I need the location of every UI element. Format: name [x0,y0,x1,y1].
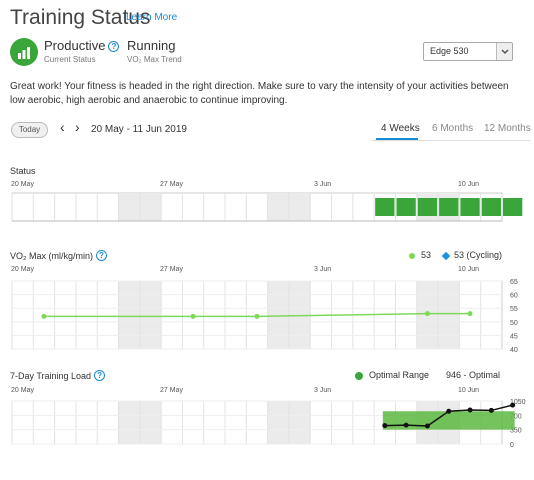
date-label: 20 May [11,387,34,394]
tab-4-weeks[interactable]: 4 Weeks [381,123,420,134]
date-label: 27 May [160,387,183,394]
status-subtitle: Current Status [44,55,96,64]
load-y-tick-label: 350 [510,428,522,435]
vo2-running-point [190,313,196,319]
load-chart-weekend-band [118,401,140,444]
date-label: 3 Jun [314,387,332,394]
vo2-chart-weekend-band [438,281,460,349]
legend-running-value: 53 [421,250,432,260]
status-chart-weekend-band [139,193,162,221]
status-bar [396,198,416,216]
tab-12-months[interactable]: 12 Months [484,123,531,134]
legend-cycling: 53 (Cycling) [441,250,503,260]
status-chart-label: Status [10,166,36,176]
trend-subtitle: VO₂ Max Trend [127,55,182,64]
vo2-running-point [424,311,430,317]
status-chart-weekend-band [267,193,289,221]
legend-cycling-value: 53 (Cycling) [454,250,503,260]
status-bar [439,198,459,216]
date-label: 3 Jun [314,181,332,188]
load-point [446,408,452,414]
learn-more-link[interactable]: Learn More [126,12,178,23]
vo2-chart-label: VO₂ Max (ml/kg/min)? [10,250,107,261]
status-bar [481,198,501,216]
chevron-down-icon-graphic [501,49,509,55]
help-icon[interactable]: ? [108,41,120,52]
chevron-left-icon[interactable]: ‹ [60,119,65,135]
legend-running: 53 [409,250,431,260]
load-point [510,402,516,408]
load-point [403,422,409,428]
vo2-y-tick-label: 55 [510,306,518,313]
legend-optimal-range: Optimal Range [355,370,429,380]
optimal-range-legend-dot-icon [355,371,363,380]
productive-bars-icon [10,38,38,66]
vo2-chart-weekend-band [118,281,140,349]
load-point [467,407,473,413]
running-legend-dot-icon [409,252,415,259]
tab-6-months[interactable]: 6 Months [432,123,474,134]
load-point [424,423,430,429]
load-chart-weekend-band [267,401,289,444]
vo2-y-tick-label: 40 [510,347,518,354]
date-label: 10 Jun [458,181,480,188]
status-bar [460,198,480,216]
status-bar [503,198,523,216]
load-y-tick-label: 1050 [510,399,526,406]
help-icon[interactable]: ? [96,250,107,261]
legend-optimal-range-label: Optimal Range [369,370,430,380]
legend-load-value: 946 - Optimal [446,370,501,380]
date-label: 3 Jun [314,266,332,273]
chevron-down-icon[interactable] [496,43,512,60]
status-chart-weekend-band [118,193,140,221]
date-label: 10 Jun [458,266,480,273]
date-label: 20 May [11,266,34,273]
device-select[interactable]: Edge 530 [423,42,513,61]
date-label: 27 May [160,266,183,273]
vo2-chart-weekend-band [139,281,162,349]
vo2-running-point [254,313,260,319]
optimal-range-band [382,411,515,430]
load-y-tick-label: 700 [510,413,522,420]
device-select-value: Edge 530 [430,46,469,56]
productive-bars-icon-graphic [18,47,30,59]
vo2-y-tick-label: 45 [510,333,518,340]
date-label: 27 May [160,181,183,188]
status-chart-weekend-band [288,193,311,221]
tabs-divider [372,140,530,141]
load-chart-label-text: 7-Day Training Load [10,371,92,381]
status-name: Productive? [44,38,120,53]
vo2-y-tick-label: 65 [510,279,518,286]
active-tab-indicator [376,138,418,140]
status-name-text: Productive [44,38,106,53]
page-title: Training Status [10,6,151,29]
help-icon[interactable]: ? [94,370,106,381]
vo2-chart-label-text: VO₂ Max (ml/kg/min) [10,251,93,261]
vo2-chart-weekend-band [267,281,289,349]
load-chart-label: 7-Day Training Load? [10,370,106,381]
load-y-tick-label: 0 [510,442,514,449]
vo2-running-point [467,311,473,317]
status-description: Great work! Your fitness is headed in th… [10,81,509,106]
today-button[interactable]: Today [11,122,48,138]
date-label: 20 May [11,181,34,188]
trend-name: Running [127,38,176,53]
load-chart-weekend-band [288,401,311,444]
chevron-right-icon[interactable]: › [75,119,80,135]
vo2-running-point [41,313,47,319]
load-chart-weekend-band [139,401,162,444]
date-range: 20 May - 11 Jun 2019 [91,124,187,135]
date-label: 10 Jun [458,387,480,394]
status-bar [375,198,395,216]
status-bar [417,198,438,216]
load-point [382,423,388,429]
load-point [488,407,494,413]
vo2-y-tick-label: 60 [510,293,518,300]
vo2-y-tick-label: 50 [510,320,518,327]
